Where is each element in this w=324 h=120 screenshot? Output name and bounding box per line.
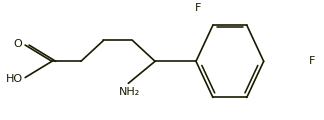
Text: NH₂: NH₂	[119, 87, 140, 97]
Text: F: F	[195, 3, 202, 13]
Text: F: F	[309, 56, 315, 66]
Text: O: O	[14, 39, 23, 49]
Text: HO: HO	[6, 74, 23, 84]
